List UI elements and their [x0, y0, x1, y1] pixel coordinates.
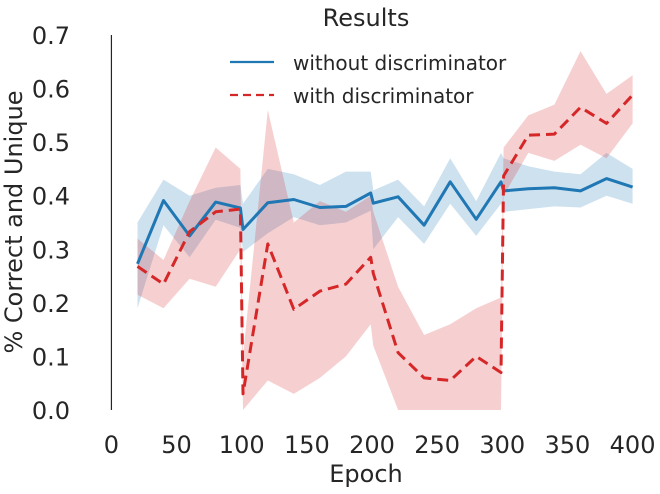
x-tick-label: 0: [104, 431, 119, 459]
legend: without discriminator with discriminator: [230, 51, 507, 108]
x-tick-label: 300: [479, 431, 525, 459]
y-tick-label: 0.0: [32, 397, 70, 425]
line-without-discriminator: [136, 177, 634, 265]
y-tick-label: 0.2: [32, 290, 70, 318]
legend-label-with-discriminator: with discriminator: [293, 84, 474, 108]
y-tick-label: 0.6: [32, 76, 70, 104]
y-axis-label: % Correct and Unique: [0, 90, 28, 353]
y-tick-label: 0.4: [32, 183, 70, 211]
x-tick-label: 350: [545, 431, 591, 459]
series-lines: [136, 93, 634, 396]
x-axis-label: Epoch: [329, 460, 403, 488]
y-tick-label: 0.1: [32, 343, 70, 371]
x-tick-label: 400: [610, 431, 656, 459]
y-tick-labels: 0.0 0.1 0.2 0.3 0.4 0.5 0.6 0.7: [32, 22, 70, 425]
x-tick-label: 100: [219, 431, 265, 459]
x-tick-label: 250: [414, 431, 460, 459]
chart-title: Results: [323, 4, 410, 32]
x-tick-label: 200: [349, 431, 395, 459]
x-tick-label: 50: [161, 431, 192, 459]
band-with-discriminator: [137, 51, 633, 410]
x-tick-label: 150: [284, 431, 330, 459]
y-tick-label: 0.7: [32, 22, 70, 50]
x-tick-labels: 0 50 100 150 200 250 300 350 400: [104, 431, 656, 459]
y-tick-label: 0.3: [32, 236, 70, 264]
line-with-discriminator: [136, 93, 634, 396]
legend-label-without-discriminator: without discriminator: [293, 51, 507, 75]
y-tick-label: 0.5: [32, 129, 70, 157]
